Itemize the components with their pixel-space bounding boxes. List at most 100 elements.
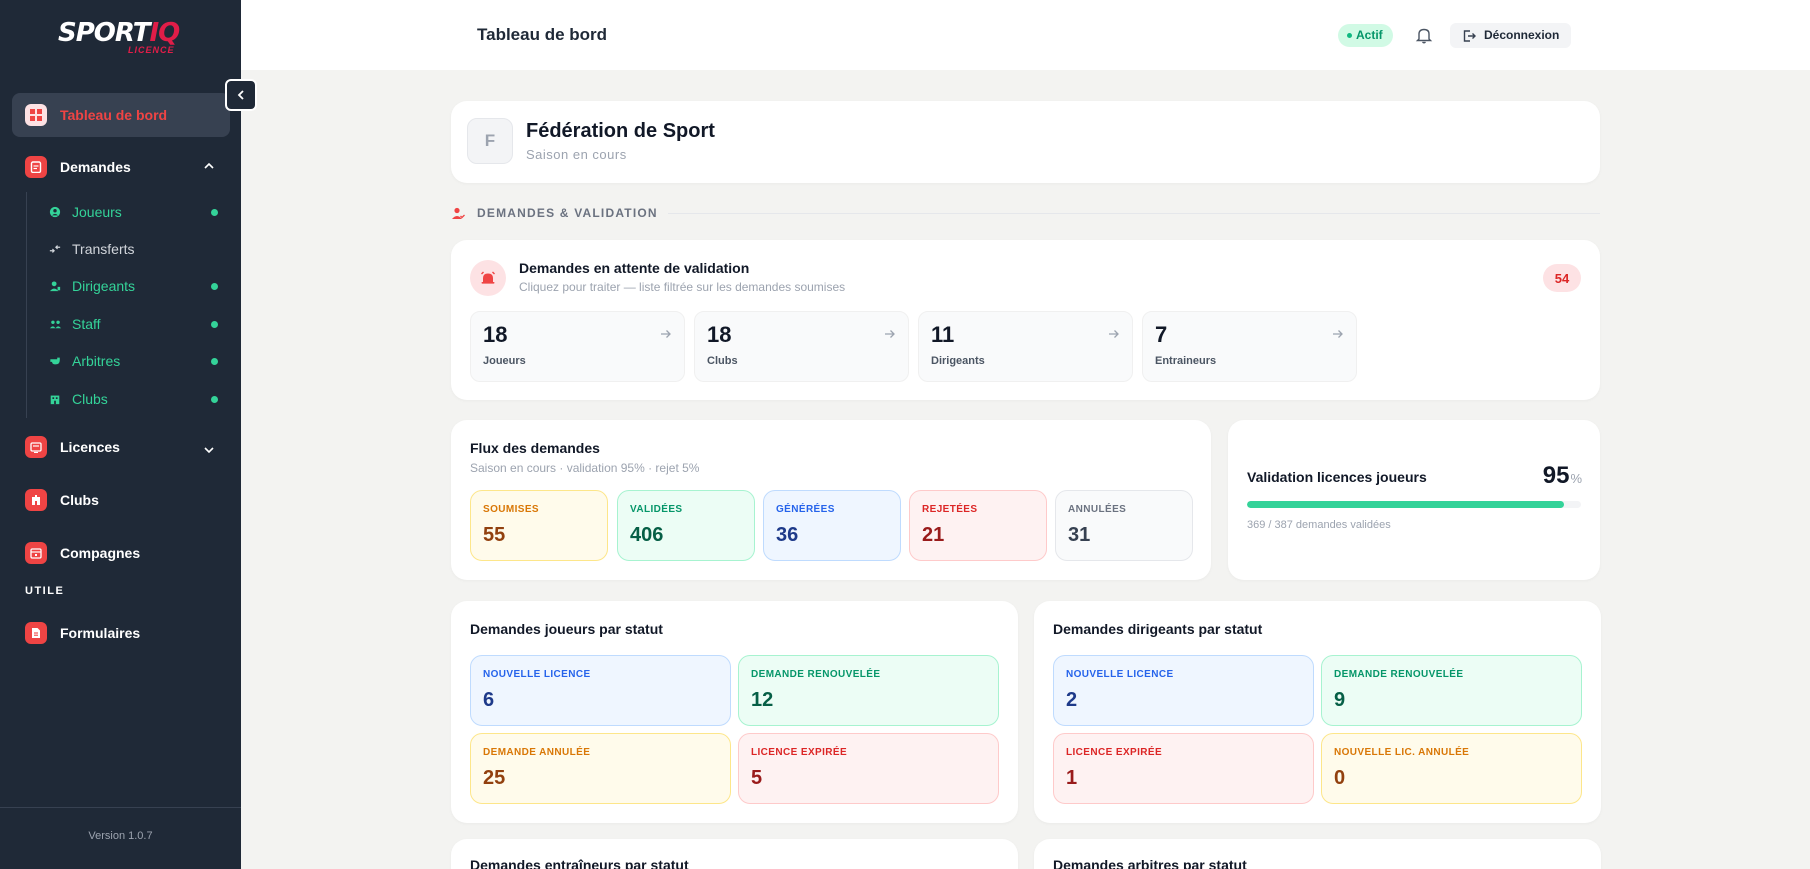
status-dot	[211, 396, 218, 403]
validation-detail: 369 / 387 demandes validées	[1247, 519, 1391, 531]
stat-soumises: SOUMISES 55	[470, 490, 608, 561]
page-title: Tableau de bord	[477, 25, 608, 44]
arrow-right-icon	[885, 330, 895, 338]
user-tie-icon	[48, 279, 62, 293]
status-value: 6	[483, 689, 495, 711]
arrow-right-icon	[1333, 330, 1343, 338]
logout-icon	[1463, 30, 1476, 42]
status-value: 2	[1066, 689, 1078, 711]
chevron-left-icon	[237, 90, 244, 100]
logout-label: Déconnexion	[1484, 28, 1560, 42]
nav-item-demandes[interactable]: Demandes	[12, 145, 230, 189]
nav-label: Compagnes	[60, 545, 141, 561]
whistle-icon	[48, 354, 62, 368]
status-label: DEMANDE RENOUVELÉE	[1334, 669, 1464, 680]
count-badge: 54	[1543, 264, 1581, 292]
stat-generees: GÉNÉRÉES 36	[763, 490, 901, 561]
status-dot	[211, 358, 218, 365]
logo: SPORTIQ LICENCE	[58, 18, 180, 55]
nav-item-compagnes[interactable]: Compagnes	[12, 531, 230, 575]
divider	[0, 807, 241, 808]
pending-label: Clubs	[707, 355, 738, 367]
arbitres-status-card: Demandes arbitres par statut	[1034, 839, 1601, 869]
nav-item-dashboard[interactable]: Tableau de bord	[12, 93, 230, 137]
entraineurs-status-card: Demandes entraîneurs par statut	[451, 839, 1018, 869]
nav-label: Clubs	[60, 492, 99, 508]
collapse-sidebar-button[interactable]	[225, 79, 257, 111]
status-label: DEMANDE ANNULÉE	[483, 747, 591, 758]
card-title: Demandes arbitres par statut	[1053, 857, 1247, 869]
nav-item-formulaires[interactable]: Formulaires	[12, 611, 230, 655]
stat-label: ANNULÉES	[1068, 504, 1127, 515]
stat-validees: VALIDÉES 406	[617, 490, 755, 561]
nav-item-clubs[interactable]: Clubs	[12, 478, 230, 522]
user-check-icon	[452, 207, 465, 219]
pending-title: Demandes en attente de validation	[519, 260, 750, 276]
sidebar-section-utile: UTILE	[25, 585, 65, 597]
file-icon	[25, 622, 47, 644]
status-dot	[211, 283, 218, 290]
arrow-right-icon	[661, 330, 671, 338]
chevron-up-icon	[204, 162, 214, 169]
sidebar-item-clubs[interactable]: Clubs	[40, 384, 228, 414]
pending-validation-card: Demandes en attente de validation Clique…	[451, 240, 1600, 400]
federation-season: Saison en cours	[526, 147, 627, 162]
pending-dirigeants-card[interactable]: 11 Dirigeants	[918, 311, 1133, 382]
status-box: LICENCE EXPIRÉE 1	[1053, 733, 1314, 804]
status-box: NOUVELLE LICENCE 6	[470, 655, 731, 726]
stat-value: 31	[1068, 524, 1091, 546]
federation-card: F Fédération de Sport Saison en cours	[451, 101, 1600, 183]
pending-clubs-card[interactable]: 18 Clubs	[694, 311, 909, 382]
nav-item-licences[interactable]: Licences	[12, 425, 230, 469]
topbar: Tableau de bord Actif Déconnexion	[241, 0, 1810, 70]
status-label: NOUVELLE LIC. ANNULÉE	[1334, 747, 1470, 758]
sidebar-item-staff[interactable]: Staff	[40, 309, 228, 339]
stat-value: 55	[483, 524, 506, 546]
sidebar-item-joueurs[interactable]: Joueurs	[40, 197, 228, 227]
arrow-right-icon	[1109, 330, 1119, 338]
section-divider	[667, 212, 1600, 214]
dirigeants-status-card: Demandes dirigeants par statut NOUVELLE …	[1034, 601, 1601, 823]
clipboard-icon	[25, 156, 47, 178]
card-title: Validation licences joueurs	[1247, 469, 1427, 485]
bell-icon[interactable]	[1415, 26, 1433, 44]
pending-count: 7	[1155, 322, 1168, 347]
status-box: DEMANDE RENOUVELÉE 12	[738, 655, 999, 726]
validation-card: Validation licences joueurs 95% 369 / 38…	[1228, 420, 1600, 580]
logout-button[interactable]: Déconnexion	[1450, 23, 1572, 48]
avatar: F	[467, 118, 513, 164]
progress-bar	[1247, 501, 1581, 508]
status-value: 0	[1334, 767, 1346, 789]
nav-label: Formulaires	[60, 625, 141, 641]
card-title: Demandes entraîneurs par statut	[470, 857, 689, 869]
status-box: DEMANDE RENOUVELÉE 9	[1321, 655, 1582, 726]
card-title: Demandes joueurs par statut	[470, 621, 663, 637]
submenu-line	[26, 192, 27, 418]
pending-joueurs-card[interactable]: 18 Joueurs	[470, 311, 685, 382]
validation-percent: 95%	[1542, 462, 1582, 489]
section-title: DEMANDES & VALIDATION	[477, 206, 658, 220]
section-header: DEMANDES & VALIDATION	[451, 204, 1600, 222]
status-label: LICENCE EXPIRÉE	[1066, 747, 1163, 758]
user-circle-icon	[48, 205, 62, 219]
status-box: NOUVELLE LIC. ANNULÉE 0	[1321, 733, 1582, 804]
sidebar-item-dirigeants[interactable]: Dirigeants	[40, 271, 228, 301]
stat-label: GÉNÉRÉES	[776, 504, 835, 515]
card-title: Demandes dirigeants par statut	[1053, 621, 1263, 637]
sidebar-item-transferts[interactable]: Transferts	[40, 234, 228, 264]
version-label: Version 1.0.7	[88, 830, 153, 842]
federation-name: Fédération de Sport	[526, 120, 715, 142]
stat-label: REJETÉES	[922, 504, 978, 515]
transfer-icon	[48, 242, 62, 256]
status-box: LICENCE EXPIRÉE 5	[738, 733, 999, 804]
status-dot	[211, 209, 218, 216]
pending-entraineurs-card[interactable]: 7 Entraineurs	[1142, 311, 1357, 382]
pending-count: 18	[483, 322, 508, 347]
sidebar-item-arbitres[interactable]: Arbitres	[40, 346, 228, 376]
status-value: 1	[1066, 767, 1078, 789]
stat-label: SOUMISES	[483, 504, 539, 515]
dashboard-icon	[25, 104, 47, 126]
pending-subtitle: Cliquez pour traiter — liste filtrée sur…	[519, 280, 846, 294]
flux-card: Flux des demandes Saison en cours · vali…	[451, 420, 1211, 580]
stat-label: VALIDÉES	[630, 504, 683, 515]
